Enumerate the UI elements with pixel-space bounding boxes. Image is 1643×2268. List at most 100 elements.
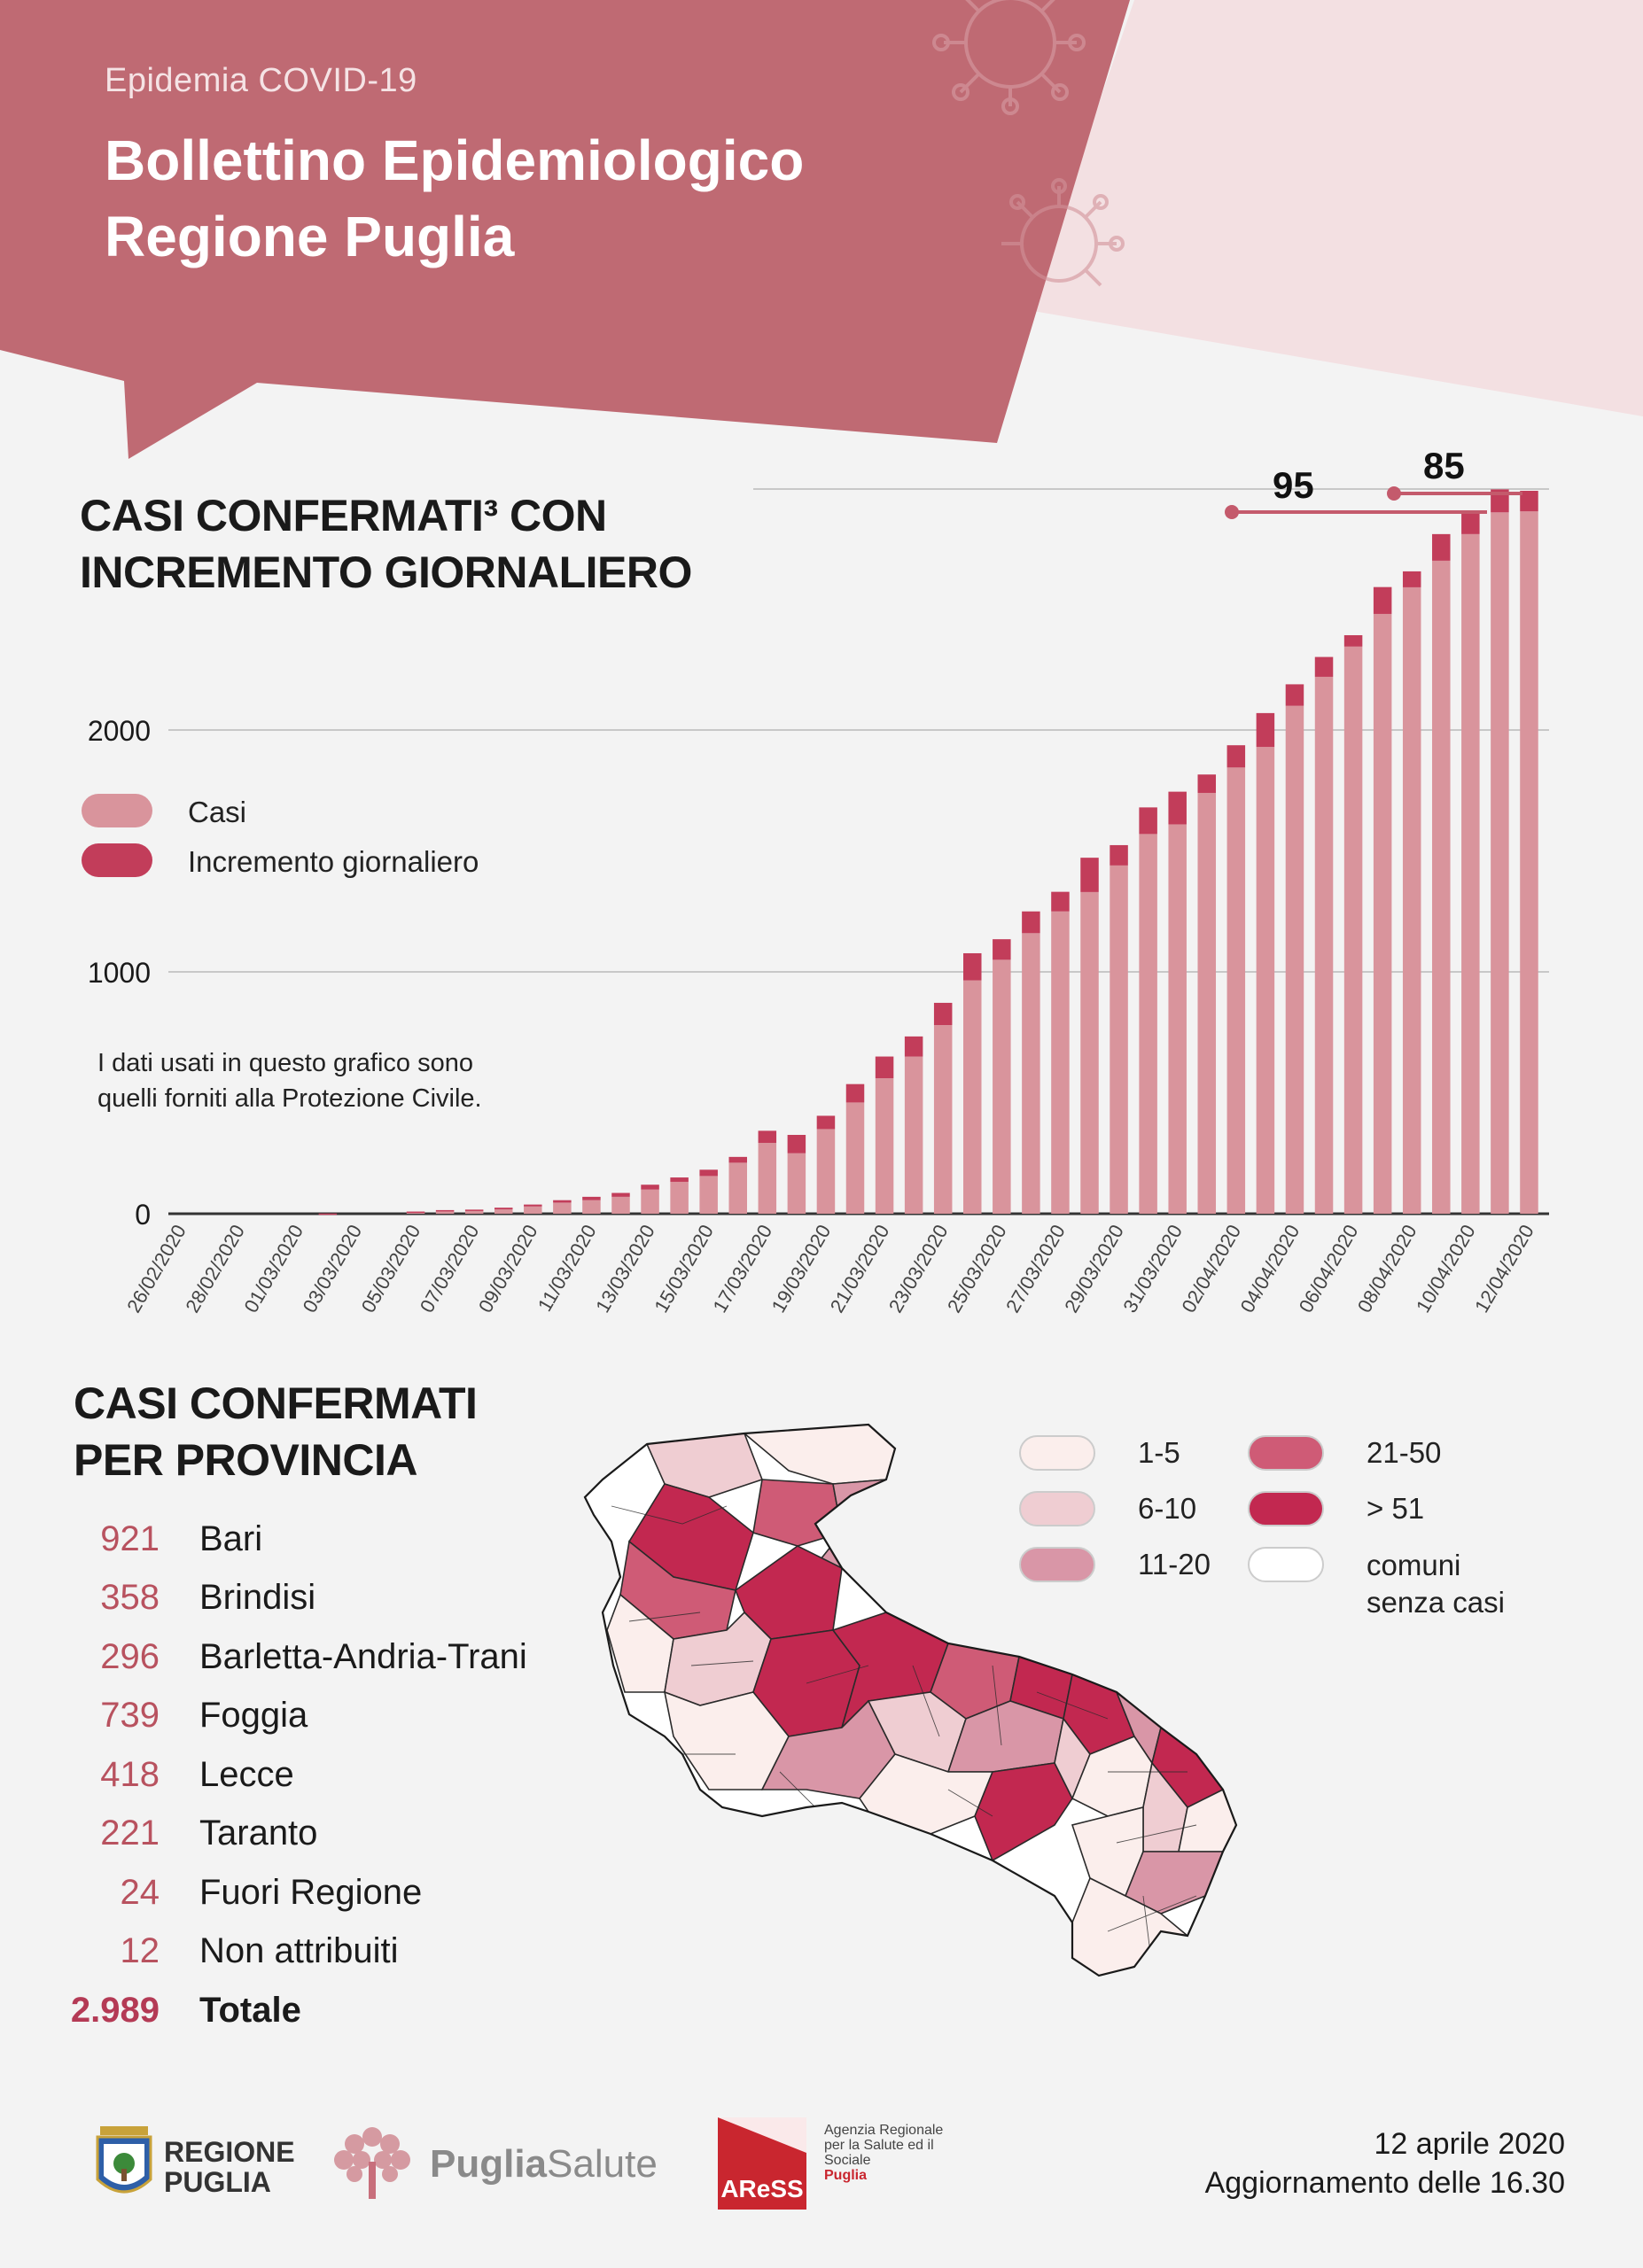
- province-name: Foggia: [199, 1696, 308, 1735]
- province-name: Taranto: [199, 1814, 318, 1852]
- bar-casi: [787, 1153, 806, 1214]
- chart-note: I dati usati in questo grafico sono quel…: [97, 1049, 482, 1113]
- bar-casi: [816, 1129, 836, 1214]
- logo-aress-desc: Agenzia Regionale per la Salute ed il So…: [824, 2123, 944, 2168]
- aress-logo-icon: AReSS: [718, 2117, 806, 2210]
- puglia-salute-tree-icon: [334, 2127, 410, 2199]
- cases-bar-chart: 0 1000 2000 26/02/202028/02/202001/03/2020…: [82, 445, 1549, 1317]
- bar-incremento: [524, 1204, 542, 1207]
- bar-incremento: [1110, 844, 1128, 866]
- chart-legend: Casi Incremento giornaliero: [82, 794, 479, 878]
- legend-label-incremento: Incremento giornaliero: [188, 845, 479, 878]
- bar-casi: [524, 1206, 542, 1214]
- bar-incremento: [1432, 533, 1451, 561]
- bar-casi: [1461, 533, 1480, 1214]
- bar-incremento: [699, 1169, 718, 1177]
- bar-incremento: [787, 1135, 806, 1153]
- bar-casi: [1139, 834, 1157, 1214]
- bar-casi: [1343, 646, 1363, 1214]
- map-legend-label: 1-5: [1138, 1436, 1180, 1469]
- bar-casi: [1080, 891, 1099, 1214]
- province-value: 358: [100, 1578, 160, 1617]
- bar-casi: [758, 1143, 777, 1214]
- province-title-line1: CASI CONFERMATI: [74, 1379, 478, 1428]
- bar-incremento: [1226, 745, 1246, 768]
- report-date: 12 aprile 2020: [1374, 2127, 1565, 2161]
- x-tick-label: 01/03/2020: [239, 1221, 308, 1317]
- bar-incremento: [758, 1130, 777, 1144]
- y-tick-label: 1000: [88, 957, 151, 989]
- province-value: 12: [120, 1931, 160, 1970]
- x-tick-label: 11/03/2020: [533, 1221, 601, 1315]
- map-legend-swatch: [1019, 1491, 1095, 1526]
- x-tick-label: 13/03/2020: [591, 1221, 659, 1317]
- x-tick-label: 21/03/2020: [826, 1221, 894, 1317]
- x-tick-label: 02/04/2020: [1177, 1221, 1245, 1317]
- province-name: Bari: [199, 1519, 263, 1558]
- bar-casi: [435, 1210, 455, 1214]
- header-subtitle: Epidemia COVID-19: [105, 62, 417, 99]
- legend-label-casi: Casi: [188, 796, 246, 828]
- bar-casi: [1168, 824, 1187, 1214]
- bar-incremento: [1022, 911, 1040, 934]
- chart-title: CASI CONFERMATI³ CON INCREMENTO GIORNALI…: [80, 487, 692, 601]
- bar-incremento: [1051, 891, 1070, 912]
- map-legend-swatch: [1248, 1491, 1324, 1526]
- map-legend-swatch: [1019, 1435, 1095, 1471]
- bar-incremento: [435, 1209, 455, 1212]
- province-title-line2: PER PROVINCIA: [74, 1435, 418, 1485]
- bar-casi: [582, 1200, 601, 1214]
- bar-casi: [406, 1212, 425, 1214]
- bar-incremento: [1461, 512, 1480, 534]
- bar-casi: [993, 959, 1011, 1214]
- bar-incremento: [1256, 712, 1275, 748]
- annotation-label: 95: [1273, 464, 1314, 506]
- x-tick-label: 31/03/2020: [1118, 1221, 1187, 1317]
- logo-regione-line1: REGIONE: [164, 2136, 295, 2168]
- bar-casi: [1226, 767, 1246, 1214]
- bar-incremento: [641, 1184, 659, 1190]
- bar-casi: [933, 1025, 953, 1214]
- map-area: [859, 1753, 994, 1835]
- map-area: [606, 1593, 674, 1693]
- annotation-dot: [1225, 505, 1239, 519]
- annotation-label: 85: [1423, 445, 1465, 486]
- x-tick-label: 06/04/2020: [1295, 1221, 1363, 1317]
- bar-casi: [670, 1181, 689, 1214]
- map-legend-swatch: [1248, 1547, 1324, 1582]
- bar-casi: [1197, 792, 1217, 1214]
- bar-incremento: [1343, 634, 1363, 647]
- province-total-value: 2.989: [70, 1991, 160, 2030]
- province-name: Barletta-Andria-Trani: [199, 1637, 527, 1676]
- footer-date-block: 12 aprile 2020 Aggiornamento delle 16.30: [1205, 2124, 1565, 2202]
- bar-incremento: [1168, 791, 1187, 825]
- bar-incremento: [553, 1200, 572, 1203]
- bar-incremento: [318, 1213, 338, 1216]
- bar-casi: [1373, 613, 1392, 1214]
- annotation-dot: [1387, 486, 1401, 501]
- map-legend-label: 11-20: [1138, 1548, 1211, 1581]
- bar-incremento: [728, 1156, 747, 1163]
- bar-casi: [1285, 705, 1304, 1214]
- chart-title-line2: INCREMENTO GIORNALIERO: [80, 548, 692, 597]
- x-tick-label: 28/02/2020: [181, 1221, 249, 1317]
- bar-casi: [904, 1056, 923, 1214]
- x-tick-label: 27/03/2020: [1001, 1221, 1070, 1317]
- aress-logo-description: Agenzia Regionale per la Salute ed il So…: [824, 2123, 948, 2183]
- x-tick-label: 29/03/2020: [1060, 1221, 1128, 1317]
- bar-casi: [1022, 933, 1040, 1214]
- map-legend: 1-5 21-50 6-10 > 51 11-20 comuni senza c…: [1019, 1425, 1595, 1628]
- legend-swatch-incremento: [82, 843, 152, 877]
- bar-incremento: [963, 952, 982, 981]
- logo-aress-word: AReSS: [720, 2175, 803, 2202]
- bar-casi: [1256, 747, 1275, 1214]
- bar-incremento: [845, 1084, 865, 1103]
- x-tick-label: 10/04/2020: [1412, 1221, 1480, 1317]
- x-tick-label: 08/04/2020: [1353, 1221, 1421, 1317]
- logo-salute-word: Salute: [547, 2142, 658, 2186]
- logo-aress-region: Puglia: [824, 2168, 868, 2183]
- header-title-line1: Bollettino Epidemiologico: [105, 128, 805, 192]
- bar-incremento: [904, 1036, 923, 1057]
- province-value: 418: [100, 1755, 160, 1794]
- bar-casi: [1491, 512, 1509, 1214]
